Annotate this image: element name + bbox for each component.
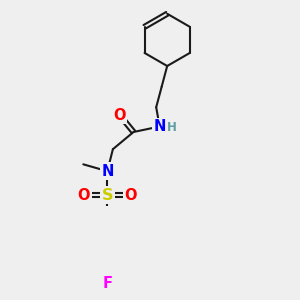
Text: S: S: [102, 188, 113, 203]
Text: O: O: [113, 108, 126, 123]
Text: F: F: [102, 276, 112, 291]
Text: O: O: [78, 188, 90, 203]
Text: O: O: [124, 188, 137, 203]
Text: N: N: [153, 119, 166, 134]
Text: N: N: [101, 164, 114, 179]
Text: H: H: [167, 122, 177, 134]
